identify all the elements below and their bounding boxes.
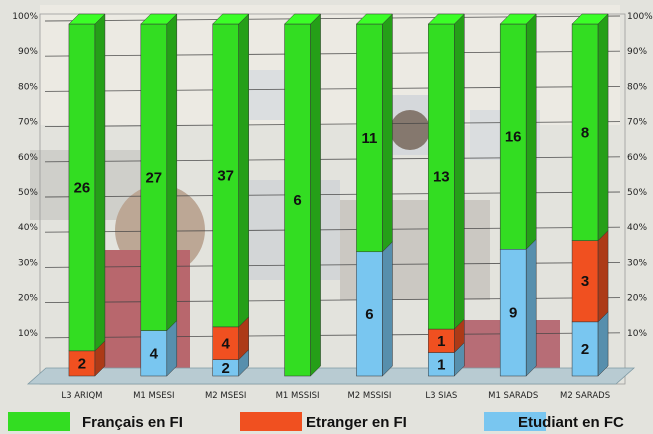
y-tick-label-left: 100% (12, 12, 38, 22)
bar-segment (68, 350, 96, 377)
legend-swatch (8, 412, 70, 431)
data-label: 11 (362, 130, 378, 147)
bar-top-cap (571, 13, 609, 25)
bar-segment (68, 23, 96, 352)
bar-segment (571, 321, 599, 377)
bar-segment-side (597, 230, 609, 323)
bar-top-cap (68, 13, 106, 25)
bar-segment-side (310, 13, 321, 377)
x-category-label: M1 MSSISI (276, 391, 320, 401)
bar-segment (428, 23, 455, 330)
bar-segment (284, 23, 311, 377)
y-tick-label-right: 20% (627, 294, 647, 304)
data-label: 9 (509, 305, 517, 322)
y-tick-label-right: 30% (627, 258, 647, 268)
legend: Français en FI Etranger en FI Etudiant en … (8, 412, 624, 431)
x-category-label: M2 MSSISI (347, 391, 391, 401)
bar-segment-side (525, 238, 537, 377)
y-tick-label-right: 80% (627, 82, 647, 92)
bar-segment-side (166, 13, 178, 332)
bar-segment-side (382, 13, 393, 253)
y-tick-label-left: 70% (18, 118, 38, 128)
legend-swatch (484, 412, 546, 431)
chart-floor-plane (26, 367, 636, 385)
legend-label: Français en FI (82, 414, 183, 431)
x-category-label: M1 SARADS (488, 391, 538, 401)
y-tick-label-left: 60% (18, 153, 38, 163)
data-label: 37 (217, 167, 234, 184)
x-category-label: M1 MSESI (133, 391, 174, 401)
legend-swatch (240, 412, 302, 431)
bar-segment-side (382, 241, 393, 377)
data-label: 2 (581, 341, 589, 358)
bar-top-cap (499, 13, 537, 25)
bar-segment-side (454, 13, 465, 330)
legend-label: Etranger en FI (306, 414, 407, 431)
bar-top-cap (355, 13, 394, 25)
data-label: 3 (581, 273, 589, 290)
y-tick-label-right: 40% (627, 223, 647, 233)
bar-segment-side (597, 311, 609, 377)
data-label: 4 (150, 345, 159, 362)
x-category-label: L3 SIAS (425, 391, 457, 401)
y-tick-label-right: 50% (627, 188, 647, 198)
y-tick-label-left: 50% (18, 188, 38, 198)
data-label: 1 (437, 333, 445, 350)
bar-top-cap (212, 13, 250, 25)
data-label: 1 (437, 356, 445, 373)
bar-segment (356, 251, 383, 377)
data-label: 2 (222, 360, 230, 377)
bar-segment (212, 326, 239, 360)
data-label: 2 (78, 355, 86, 372)
bar-segment-side (525, 13, 537, 250)
chart-floor (26, 367, 636, 385)
bar-segment-side (597, 13, 609, 242)
y-tick-label-left: 40% (18, 223, 38, 233)
legend-label: Etudiant en FC (518, 414, 624, 431)
x-category-label: M2 SARADS (560, 391, 610, 401)
bar-top-cap (140, 13, 178, 25)
y-axis-left: 10% 20% 30% 40% 50% 60% 70% 80% 90% 100% (12, 12, 38, 339)
data-label: 6 (365, 306, 373, 323)
y-tick-label-left: 10% (18, 329, 38, 339)
x-axis-categories: L3 ARIQM M1 MSESI M2 MSESI M1 MSSISI M2 MSSI… (61, 391, 610, 401)
data-label: 27 (145, 169, 162, 186)
bar-segment (356, 23, 383, 253)
bar-segment-side (238, 13, 249, 328)
y-tick-label-left: 20% (18, 294, 38, 304)
bar-top-cap (427, 13, 465, 25)
data-label: 4 (222, 335, 231, 352)
y-tick-label-left: 30% (18, 258, 38, 268)
y-tick-label-right: 70% (627, 118, 647, 128)
data-label: 16 (505, 129, 522, 146)
y-tick-label-right: 100% (627, 12, 653, 22)
y-tick-label-left: 80% (18, 82, 38, 92)
data-label: 8 (581, 124, 589, 141)
data-label: 6 (293, 192, 301, 209)
x-category-label: L3 ARIQM (61, 391, 102, 401)
data-label: 13 (433, 169, 450, 186)
y-tick-label-right: 60% (627, 153, 647, 163)
bar-segment-side (94, 13, 106, 352)
y-tick-label-right: 90% (627, 47, 647, 57)
y-tick-label-left: 90% (18, 47, 38, 57)
y-axis-right: 10% 20% 30% 40% 50% 60% 70% 80% 90% 100% (627, 12, 653, 339)
y-tick-label-right: 10% (627, 329, 647, 339)
bar-top-cap (283, 13, 322, 25)
data-label: 26 (74, 179, 91, 196)
x-category-label: M2 MSESI (205, 391, 246, 401)
bar-segment (140, 23, 168, 331)
